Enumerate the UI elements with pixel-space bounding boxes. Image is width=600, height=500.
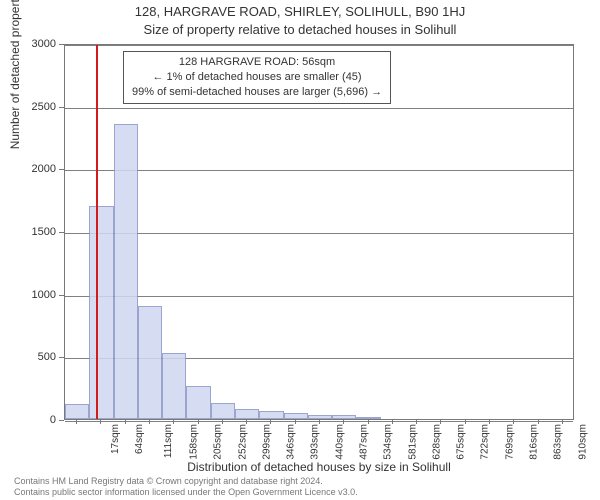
x-tick-label: 628sqm [431,424,442,460]
footer-line-2: Contains public sector information licen… [14,487,358,498]
x-tick-label: 299sqm [261,424,272,460]
histogram-bar [186,386,210,419]
x-tick-mark [198,419,199,424]
x-tick-mark [368,419,369,424]
x-tick-mark [295,419,296,424]
y-tick-label: 500 [38,351,56,363]
plot-area: 128 HARGRAVE ROAD: 56sqm ← 1% of detache… [64,44,574,420]
x-tick-label: 675sqm [456,424,467,460]
y-tick-label: 3000 [32,38,56,50]
x-tick-label: 440sqm [334,424,345,460]
x-tick-label: 581sqm [407,424,418,460]
x-tick-label: 205sqm [213,424,224,460]
x-tick-mark [270,419,271,424]
y-tick-label: 2500 [32,101,56,113]
x-axis-label: Distribution of detached houses by size … [64,460,574,474]
x-tick-label: 816sqm [529,424,540,460]
x-tick-mark [440,419,441,424]
x-tick-label: 158sqm [189,424,200,460]
histogram-bar [332,415,356,419]
histogram-bar [259,411,283,419]
y-tick-label: 1000 [32,289,56,301]
annotation-box: 128 HARGRAVE ROAD: 56sqm ← 1% of detache… [123,51,391,104]
x-tick-label: 252sqm [237,424,248,460]
x-tick-mark [489,419,490,424]
histogram-bar [162,353,186,419]
y-tick-label: 2000 [32,163,56,175]
x-tick-mark [538,419,539,424]
x-tick-label: 487sqm [359,424,370,460]
histogram-bar [138,306,162,419]
x-tick-mark [76,419,77,424]
x-tick-mark [246,419,247,424]
x-tick-mark [319,419,320,424]
x-tick-label: 863sqm [553,424,564,460]
y-tick-label: 1500 [32,226,56,238]
annotation-line-1: 128 HARGRAVE ROAD: 56sqm [132,55,382,70]
x-tick-label: 910sqm [577,424,588,460]
property-size-marker [96,45,98,419]
x-tick-mark [125,419,126,424]
footer-line-1: Contains HM Land Registry data © Crown c… [14,476,358,487]
x-tick-mark [222,419,223,424]
x-tick-mark [416,419,417,424]
x-tick-mark [343,419,344,424]
y-axis-ticks: 050010001500200025003000 [0,44,64,420]
x-tick-label: 64sqm [134,424,145,454]
title-address: 128, HARGRAVE ROAD, SHIRLEY, SOLIHULL, B… [0,4,600,19]
x-tick-label: 346sqm [286,424,297,460]
x-tick-mark [465,419,466,424]
histogram-bar [89,206,113,419]
x-tick-mark [173,419,174,424]
x-tick-label: 722sqm [480,424,491,460]
histogram-bar [308,415,332,419]
histogram-bar [284,413,308,419]
x-tick-mark [100,419,101,424]
x-tick-mark [562,419,563,424]
annotation-line-3: 99% of semi-detached houses are larger (… [132,85,382,100]
x-tick-mark [149,419,150,424]
x-tick-label: 111sqm [163,424,174,458]
y-tick-label: 0 [50,414,56,426]
histogram-bar [65,404,89,419]
x-tick-label: 769sqm [504,424,515,460]
histogram-bar [356,417,380,420]
histogram-bar [114,124,138,419]
x-tick-mark [392,419,393,424]
x-tick-label: 393sqm [310,424,321,460]
x-tick-label: 17sqm [110,424,121,454]
title-sub: Size of property relative to detached ho… [0,22,600,37]
histogram-bar [211,403,235,419]
annotation-line-2: ← 1% of detached houses are smaller (45) [132,70,382,85]
histogram-bar [235,409,259,419]
footer-attribution: Contains HM Land Registry data © Crown c… [14,476,358,498]
chart-root: 128, HARGRAVE ROAD, SHIRLEY, SOLIHULL, B… [0,0,600,500]
x-tick-mark [513,419,514,424]
x-tick-label: 534sqm [383,424,394,460]
